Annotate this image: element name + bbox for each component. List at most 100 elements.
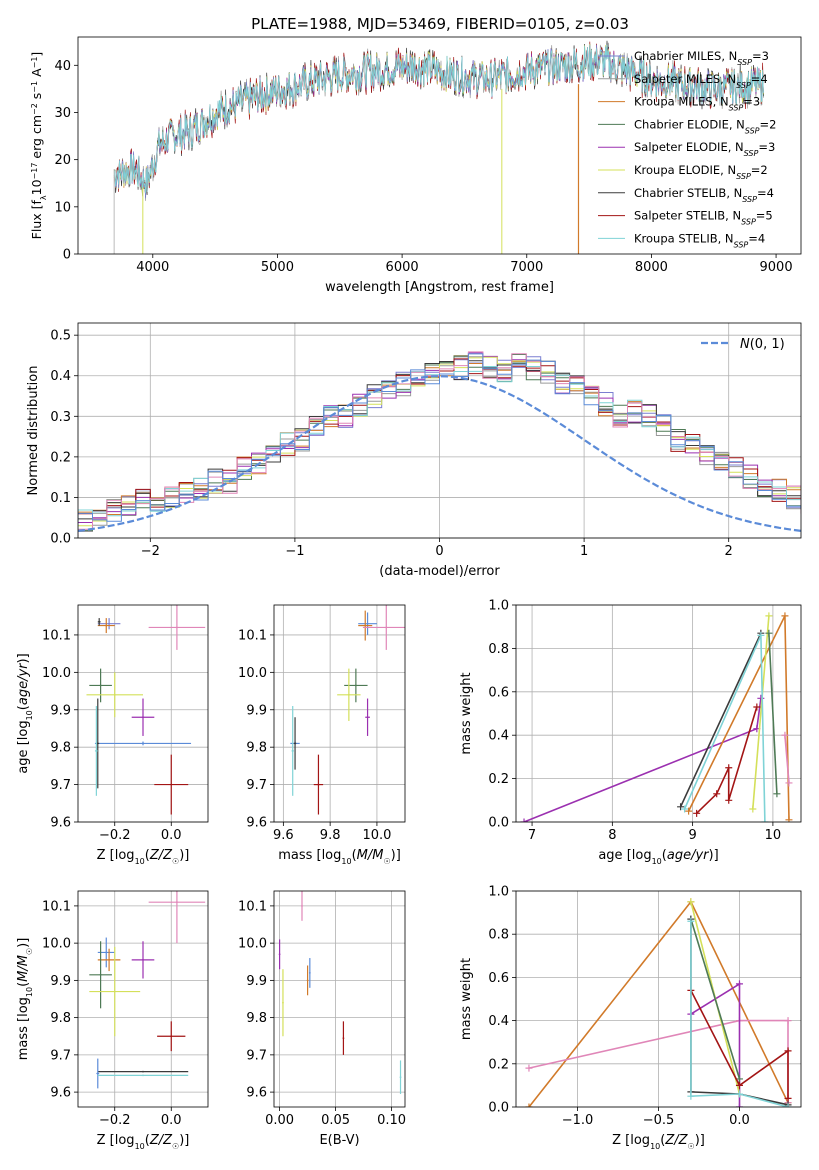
x-axis-label: E(B-V) (319, 1133, 359, 1148)
y-tick-label: 0.2 (488, 1057, 509, 1072)
y-axis-label: mass weight (459, 672, 474, 754)
y-tick-label: 10.0 (238, 937, 267, 952)
y-axis-label: age [log10(age/yr)] (16, 653, 34, 773)
y-tick-label: 9.7 (50, 778, 71, 793)
legend-label: Chabrier STELIB, NSSP=4 (634, 186, 774, 204)
y-tick-label: 9.6 (246, 816, 267, 831)
data-point (306, 979, 309, 982)
data-point-marker (784, 1094, 792, 1102)
mass-weight-line (690, 990, 789, 1099)
y-tick-label: 10.1 (238, 899, 267, 914)
mass-weight-line (690, 982, 741, 1107)
x-tick-label: 0.0 (161, 1113, 182, 1128)
mass-weight-line (752, 615, 770, 810)
age_vs_mass-plot-area (290, 605, 405, 815)
data-point (294, 742, 296, 745)
weight_vs_age-frame (515, 604, 802, 823)
y-tick-label: 9.8 (50, 741, 71, 756)
figure-title: PLATE=1988, MJD=53469, FIBERID=0105, z=0… (251, 15, 629, 33)
legend-label: Kroupa MILES, NSSP=3 (634, 95, 760, 113)
y-tick-label: 0 (63, 248, 71, 263)
x-tick-label: 7000 (510, 260, 543, 275)
residuals-plot-area (78, 351, 801, 537)
x-tick-label: 0.0 (161, 828, 182, 843)
mass_vs_Z-frame (77, 890, 209, 1108)
x-axis-label: Z [log10(Z/Z☉)] (97, 1133, 190, 1151)
legend-label: Kroupa STELIB, NSSP=4 (634, 231, 765, 249)
mass-weight-line (784, 735, 790, 783)
x-tick-label: 8000 (635, 260, 668, 275)
y-tick-label: 9.6 (50, 1086, 71, 1101)
x-tick-label: 9 (688, 828, 696, 843)
x-tick-label: 6000 (386, 260, 419, 275)
x-axis-label: Z [log10(Z/Z☉)] (97, 848, 190, 866)
spectrum-plot-area (113, 40, 764, 254)
x-tick-label: 9.6 (273, 828, 294, 843)
y-tick-label: 10 (54, 200, 71, 215)
y-tick-label: 10.0 (42, 937, 71, 952)
y-tick-label: 0.3 (50, 410, 71, 425)
data-point (142, 958, 144, 961)
y-tick-label: 0.6 (488, 971, 509, 986)
data-point-marker (520, 818, 528, 822)
data-point (301, 904, 303, 907)
y-tick-label: 9.6 (50, 816, 71, 831)
data-point (366, 622, 369, 625)
data-point-marker (687, 1092, 695, 1100)
spectrum-panel: 4000 5000 6000 7000 8000 9000 0 10 20 30 40 wavelen… (29, 36, 802, 295)
data-point-marker (784, 1103, 792, 1107)
x-axis-label: wavelength [Angstrom, rest frame] (325, 280, 554, 295)
age_vs_Z-panel: −0.2 0.0 9.6 9.7 9.8 9.9 10.0 10.1 Z [log10(Z/Z☉… (16, 604, 209, 866)
data-point-marker (785, 779, 793, 787)
residuals-panel: −2 −1 0 1 2 0.0 0.1 0.2 0.3 0.4 0.5 (data-model)/er… (26, 322, 802, 579)
data-point-marker (765, 612, 773, 620)
data-point-marker (735, 1081, 743, 1089)
y-tick-label: 1.0 (488, 599, 509, 614)
y-tick-label: 0.0 (488, 816, 509, 831)
data-point-marker (687, 917, 695, 925)
weight_vs_Z-panel: −1.0 −0.5 0.0 0.0 0.2 0.4 0.6 0.8 1.0 Z [log10(Z/… (459, 885, 802, 1151)
data-point (176, 626, 178, 629)
data-point (96, 742, 99, 745)
data-point (99, 684, 102, 687)
x-tick-label: 9.8 (320, 828, 341, 843)
data-point (176, 901, 178, 904)
histogram-series-line (78, 353, 801, 525)
x-tick-label: 1 (580, 544, 588, 559)
y-tick-label: 9.9 (50, 974, 71, 989)
mass-weight-line (768, 633, 778, 794)
data-point-marker (687, 898, 695, 906)
mass_vs_Z-panel: −0.2 0.0 9.6 9.7 9.8 9.9 10.0 10.1 Z [log10(Z/Z☉… (16, 890, 209, 1151)
age_vs_Z-frame (77, 604, 209, 823)
y-tick-label: 0.0 (488, 1101, 509, 1116)
x-axis-label: mass [log10(M/M☉)] (278, 848, 401, 866)
data-point (142, 716, 144, 719)
x-tick-label: 9000 (760, 260, 793, 275)
y-tick-label: 9.7 (50, 1048, 71, 1063)
y-axis-label: Normed distribution (26, 366, 41, 496)
data-point-marker (525, 1064, 533, 1072)
x-axis-label: age [log10(age/yr)] (598, 848, 718, 866)
residuals-legend: N(0, 1) (701, 337, 785, 352)
age_vs_Z-plot-area (86, 605, 206, 815)
age_vs_mass-panel: 9.6 9.8 10.0 9.6 9.7 9.8 9.9 10.0 10.1 mass [log1… (238, 604, 406, 866)
y-tick-label: 9.9 (246, 703, 267, 718)
data-point-marker (713, 790, 721, 798)
y-tick-label: 0.2 (50, 450, 71, 465)
data-point (142, 1074, 144, 1077)
histogram-series-line (78, 362, 801, 531)
data-point-marker (677, 803, 685, 811)
y-tick-label: 9.6 (246, 1086, 267, 1101)
legend-label: Salpeter MILES, NSSP=4 (634, 72, 768, 90)
data-point (317, 783, 320, 786)
y-axis-label: mass weight (459, 958, 474, 1040)
data-point (105, 624, 108, 627)
x-axis-label: Z [log10(Z/Z☉)] (612, 1133, 705, 1151)
data-point-marker (753, 703, 761, 711)
mass-weight-line (679, 632, 762, 808)
x-tick-label: −0.5 (643, 1113, 675, 1128)
data-point (99, 973, 102, 976)
y-tick-label: 40 (54, 59, 71, 74)
x-tick-label: −2 (141, 544, 160, 559)
